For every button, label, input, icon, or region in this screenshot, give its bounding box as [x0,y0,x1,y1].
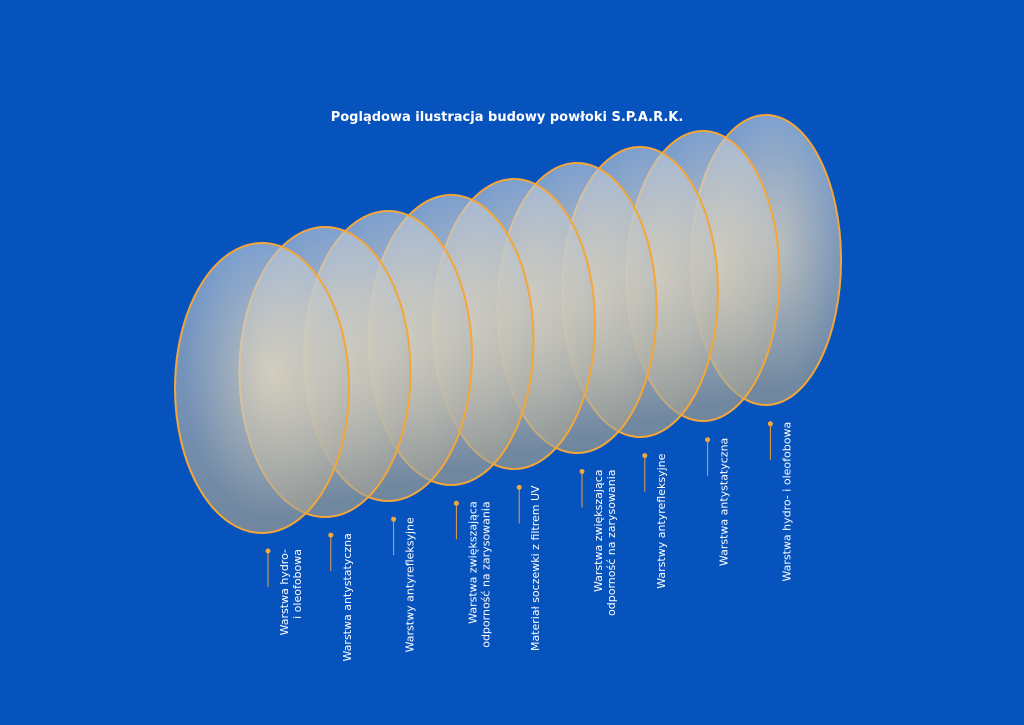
labels: Warstwa hydro-i oleofobowa Warstwa antyst… [265,421,793,661]
layer-label: Warstwy antyrefleksyjne [655,453,668,588]
title: Poglądowa ilustracja budowy powłoki S.P.… [331,110,684,125]
pointer-dot [516,484,522,490]
lenses [174,114,842,534]
layer-label: Warstwa zwiększająca [592,470,605,593]
layer-label: Warstwa hydro- i oleofobowa [780,422,793,582]
layer-label: Warstwy antyrefleksyjne [404,517,417,652]
pointer-dot [265,548,271,554]
layer-label: Warstwa antystatyczna [341,533,354,661]
layer-label: Warstwa antystatyczna [718,438,731,566]
layer-label: odporność na zarysowania [479,501,492,647]
layer-label: i oleofobowa [291,549,304,619]
pointer-dot [391,516,397,522]
lens-glow [174,242,350,534]
pointer-dot [453,500,459,506]
pointer-dot [642,453,648,459]
layer-label: Warstwa hydro- [278,549,291,635]
lens [174,242,350,534]
pointer-dot [579,469,585,474]
pointer-dot [767,421,773,427]
layer-label: Materiał soczewki z filtrem UV [529,485,542,651]
layer-label: odporność na zarysowania [605,470,618,616]
pointer-dot [328,532,334,538]
pointer-dot [705,437,711,443]
layer-label: Warstwa zwiększająca [466,501,479,624]
